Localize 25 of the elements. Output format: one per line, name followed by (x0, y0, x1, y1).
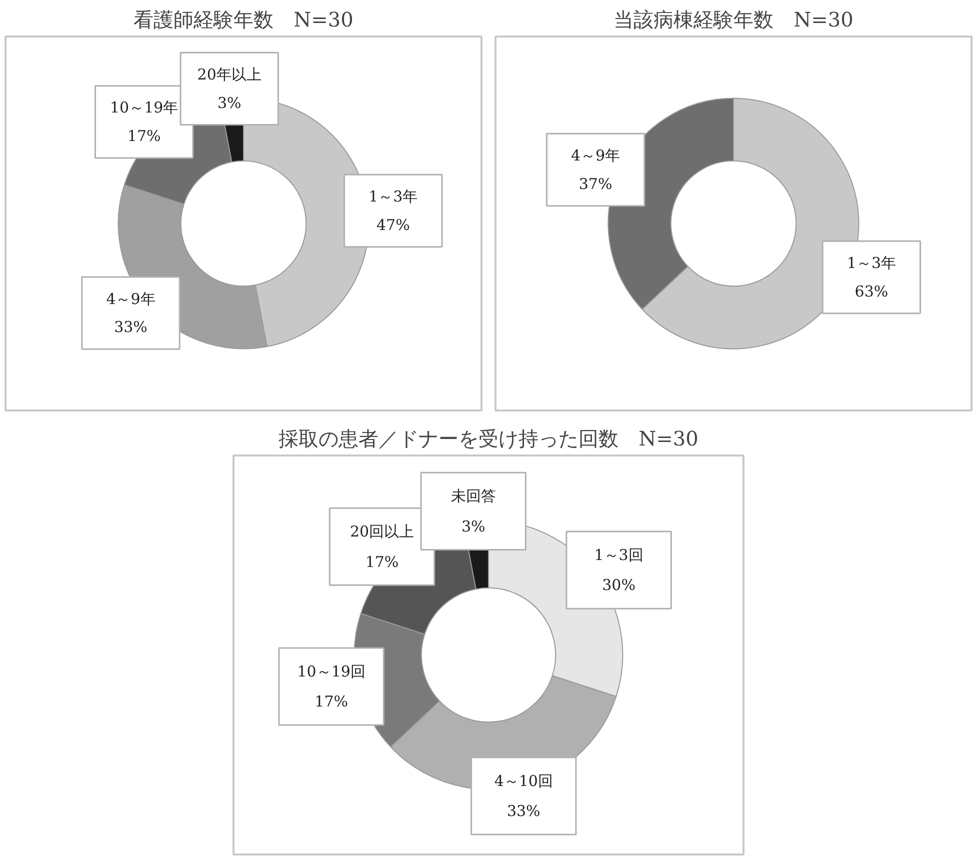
slice-label: 1～3年 (368, 188, 418, 206)
data-label: 3% (461, 517, 486, 536)
data-label: 30% (602, 576, 636, 594)
data-label: 3% (217, 94, 242, 112)
data-label: 17% (365, 552, 399, 571)
slice-label: 20回以上 (350, 522, 414, 540)
slice-label: 10～19年 (110, 98, 178, 117)
data-label: 47% (376, 216, 410, 234)
data-label: 17% (127, 127, 161, 146)
slice-label: 1～3回 (594, 546, 644, 564)
data-label: 63% (854, 282, 888, 300)
data-label: 17% (314, 692, 348, 711)
slice-label: 10～19回 (297, 662, 366, 680)
slice-label: 4～10回 (494, 772, 553, 790)
slice-label: 未回答 (450, 487, 496, 506)
data-label: 33% (506, 802, 540, 820)
chart-title: 当該病棟経験年数 N=30 (614, 8, 854, 32)
data-label: 37% (578, 174, 612, 193)
data-label: 33% (114, 318, 148, 336)
slice-label: 20年以上 (197, 66, 262, 84)
chart-title: 看護師経験年数 N=30 (134, 8, 354, 32)
slice-label: 4～9年 (106, 290, 156, 308)
slice-label: 1～3年 (846, 254, 896, 272)
chart-title: 採取の患者／ドナーを受け持った回数 N=30 (278, 426, 698, 450)
slice-label: 4～9年 (571, 146, 620, 165)
